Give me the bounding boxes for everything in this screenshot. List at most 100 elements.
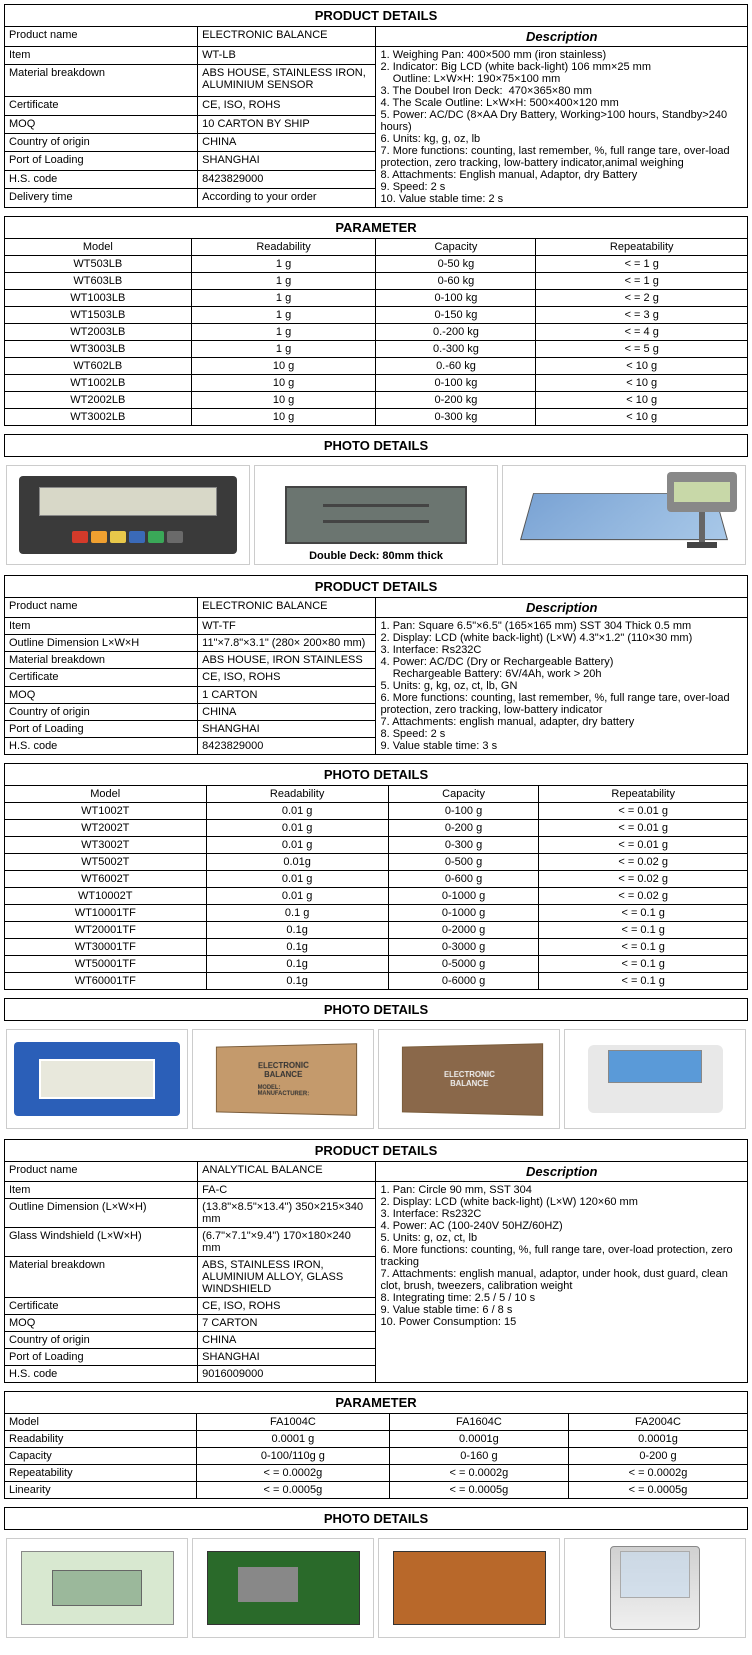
- detail-value: CHINA: [198, 134, 376, 152]
- detail-label: Country of origin: [5, 703, 198, 720]
- detail-label: H.S. code: [5, 737, 198, 754]
- param-cell: 10 g: [191, 409, 376, 426]
- param-cell: WT3002LB: [5, 409, 192, 426]
- detail-value: 10 CARTON BY SHIP: [198, 115, 376, 133]
- param-title: PARAMETER: [5, 217, 748, 239]
- description-body: 1. Weighing Pan: 400×500 mm (iron stainl…: [376, 47, 748, 208]
- detail-value: CHINA: [198, 703, 376, 720]
- param-cell: < = 0.02 g: [539, 871, 748, 888]
- photo-title-2: PHOTO DETAILS: [4, 998, 748, 1021]
- param-cell: 10 g: [191, 358, 376, 375]
- detail-label: Outline Dimension (L×W×H): [5, 1199, 198, 1228]
- param-cell: 0-60 kg: [376, 273, 536, 290]
- detail-value: ELECTRONIC BALANCE: [198, 27, 376, 47]
- param-cell: 0.01 g: [206, 837, 388, 854]
- param-header: Model: [5, 239, 192, 256]
- param-cell: FA1604C: [389, 1414, 568, 1431]
- photo-row-1: Double Deck: 80mm thick: [4, 465, 748, 565]
- param-cell: 0-160 g: [389, 1448, 568, 1465]
- param-cell: 1 g: [191, 256, 376, 273]
- param-cell: 0.01 g: [206, 888, 388, 905]
- param-cell: < 10 g: [536, 409, 748, 426]
- photo-indicator: [6, 465, 250, 565]
- photo-title-1: PHOTO DETAILS: [4, 434, 748, 457]
- param-cell: 1 g: [191, 307, 376, 324]
- param-cell: 0-150 kg: [376, 307, 536, 324]
- param-row-header: Readability: [5, 1431, 197, 1448]
- param-cell: 0-1000 g: [388, 905, 539, 922]
- detail-label: Port of Loading: [5, 1349, 198, 1366]
- param-header: Readability: [206, 786, 388, 803]
- param-cell: 0-500 g: [388, 854, 539, 871]
- param-cell: < = 0.0005g: [389, 1482, 568, 1499]
- detail-value: CHINA: [198, 1332, 376, 1349]
- detail-label: Item: [5, 1182, 198, 1199]
- param-cell: 1 g: [191, 341, 376, 358]
- photo-carton: ELECTRONIC BALANCE MODEL: MANUFACTURER:: [192, 1029, 374, 1129]
- photo-platform: [502, 465, 746, 565]
- param-cell: 0.01g: [206, 854, 388, 871]
- detail-label: Material breakdown: [5, 65, 198, 97]
- detail-value: 1 CARTON: [198, 686, 376, 703]
- param-cell: 0.01 g: [206, 803, 388, 820]
- section-title: PRODUCT DETAILS: [5, 1140, 748, 1162]
- detail-label: Item: [5, 618, 198, 635]
- param-cell: < = 3 g: [536, 307, 748, 324]
- detail-value: SHANGHAI: [198, 720, 376, 737]
- photo-row-2: ELECTRONIC BALANCE MODEL: MANUFACTURER: …: [4, 1029, 748, 1129]
- param-cell: 0.1g: [206, 973, 388, 990]
- param-cell: 1 g: [191, 273, 376, 290]
- detail-label: Port of Loading: [5, 720, 198, 737]
- detail-value: 8423829000: [198, 170, 376, 188]
- detail-value: 9016009000: [198, 1366, 376, 1383]
- param-cell: 0-5000 g: [388, 956, 539, 973]
- param-cell: < = 0.0002g: [196, 1465, 389, 1482]
- photo-membrane: [6, 1538, 188, 1638]
- param-cell: < = 0.1 g: [539, 905, 748, 922]
- param-cell: WT1002T: [5, 803, 207, 820]
- param-title: PHOTO DETAILS: [5, 764, 748, 786]
- detail-value: 7 CARTON: [198, 1315, 376, 1332]
- detail-value: WT-TF: [198, 618, 376, 635]
- section-title: PRODUCT DETAILS: [5, 576, 748, 598]
- param-title: PARAMETER: [5, 1392, 748, 1414]
- param-cell: < = 0.01 g: [539, 820, 748, 837]
- param-cell: 10 g: [191, 392, 376, 409]
- param-cell: WT603LB: [5, 273, 192, 290]
- photo-packed: [378, 1538, 560, 1638]
- param-cell: 0-3000 g: [388, 939, 539, 956]
- product-details-3: PRODUCT DETAILS Product nameANALYTICAL B…: [4, 1139, 748, 1383]
- param-header: Repeatability: [539, 786, 748, 803]
- param-row-header: Repeatability: [5, 1465, 197, 1482]
- param-cell: WT503LB: [5, 256, 192, 273]
- detail-label: Material breakdown: [5, 1257, 198, 1298]
- param-cell: < = 5 g: [536, 341, 748, 358]
- detail-value: WT-LB: [198, 47, 376, 65]
- detail-label: H.S. code: [5, 170, 198, 188]
- param-cell: 0-6000 g: [388, 973, 539, 990]
- detail-value: ELECTRONIC BALANCE: [198, 598, 376, 618]
- param-cell: < = 0.01 g: [539, 837, 748, 854]
- param-cell: FA2004C: [568, 1414, 747, 1431]
- param-cell: WT6002T: [5, 871, 207, 888]
- detail-label: Product name: [5, 1162, 198, 1182]
- photo-analytical: [564, 1538, 746, 1638]
- description-body: 1. Pan: Circle 90 mm, SST 304 2. Display…: [376, 1182, 748, 1383]
- description-header: Description: [376, 27, 748, 47]
- photo-deck: Double Deck: 80mm thick: [254, 465, 498, 565]
- param-cell: 0.1g: [206, 939, 388, 956]
- detail-value: ABS HOUSE, IRON STAINLESS: [198, 652, 376, 669]
- param-cell: < 10 g: [536, 392, 748, 409]
- detail-label: Certificate: [5, 669, 198, 686]
- param-cell: < = 0.02 g: [539, 854, 748, 871]
- detail-value: SHANGHAI: [198, 1349, 376, 1366]
- detail-value: CE, ISO, ROHS: [198, 669, 376, 686]
- param-cell: < = 0.0002g: [389, 1465, 568, 1482]
- param-cell: WT10002T: [5, 888, 207, 905]
- param-cell: 0-300 kg: [376, 409, 536, 426]
- detail-value: 11"×7.8"×3.1" (280× 200×80 mm): [198, 635, 376, 652]
- param-cell: 0-100 g: [388, 803, 539, 820]
- param-cell: 0.01 g: [206, 820, 388, 837]
- param-cell: 0-1000 g: [388, 888, 539, 905]
- detail-value: (13.8"×8.5"×13.4") 350×215×340 mm: [198, 1199, 376, 1228]
